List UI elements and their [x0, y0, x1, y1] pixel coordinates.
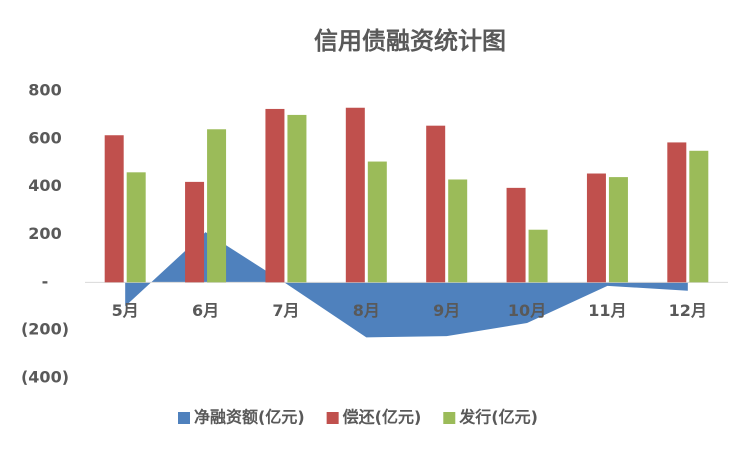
bar [104, 135, 124, 283]
bar [345, 107, 365, 283]
legend-swatch [443, 412, 456, 424]
bar [608, 177, 628, 283]
bar [506, 187, 526, 283]
chart-title: 信用债融资统计图 [314, 27, 506, 55]
y-tick-label: - [42, 272, 49, 291]
legend-swatch [178, 412, 190, 424]
bar [448, 179, 468, 283]
bar [528, 229, 548, 283]
legend-label: 净融资额(亿元) [194, 408, 305, 427]
bar [265, 108, 285, 283]
x-tick-label: 11月 [588, 301, 626, 320]
bar [287, 114, 307, 283]
bar [426, 125, 446, 283]
bar [689, 150, 709, 283]
legend-label: 发行(亿元) [458, 408, 538, 427]
area [125, 232, 688, 338]
bar [126, 172, 146, 283]
y-tick-label: 200 [28, 224, 61, 243]
bar [667, 142, 687, 283]
bar [207, 129, 227, 283]
x-tick-label: 6月 [192, 301, 219, 320]
y-tick-label: (400) [21, 368, 69, 387]
bar [185, 181, 205, 283]
y-tick-label: 400 [28, 176, 61, 195]
legend-label: 偿还(亿元) [343, 408, 422, 427]
x-tick-label: 10月 [508, 301, 546, 320]
x-tick-label: 8月 [353, 301, 380, 320]
y-tick-label: 800 [28, 81, 61, 100]
x-tick-label: 12月 [669, 301, 707, 320]
bar [367, 161, 387, 283]
legend-swatch [326, 412, 339, 424]
bar [586, 173, 606, 283]
x-tick-label: 7月 [272, 301, 299, 320]
x-tick-label: 9月 [433, 301, 460, 320]
x-tick-label: 5月 [112, 301, 139, 320]
y-tick-label: (200) [21, 320, 69, 339]
y-tick-label: 600 [28, 128, 61, 147]
